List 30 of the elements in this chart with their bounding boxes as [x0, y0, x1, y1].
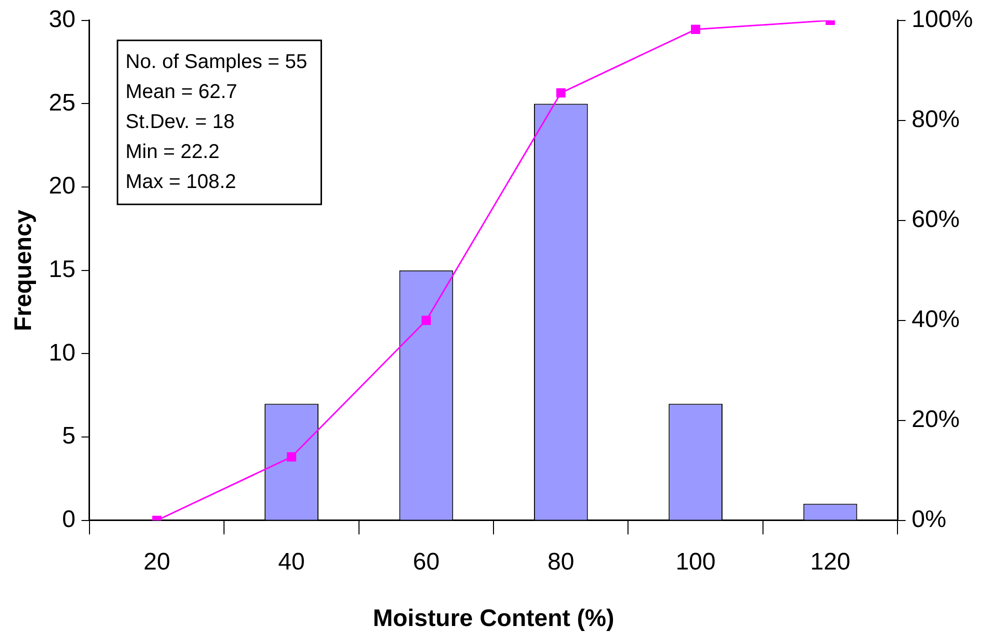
y2-tick-label: 0%	[912, 506, 946, 534]
point	[556, 88, 566, 98]
point	[690, 24, 700, 34]
x-tick-label: 40	[278, 548, 305, 576]
x-tick-label: 100	[676, 548, 716, 576]
x-tick-label: 120	[810, 548, 850, 576]
y-tick-label: 30	[48, 6, 76, 34]
x-axis-title: Moisture Content (%)	[372, 605, 614, 632]
y2-tick-label: 60%	[912, 206, 960, 234]
y2-tick-label: 40%	[912, 306, 960, 334]
annotation: Max = 108.2	[125, 170, 236, 193]
y-tick-label: 15	[48, 256, 76, 284]
x-tick-label: 80	[548, 548, 574, 576]
y2-tick-label: 100%	[912, 6, 974, 34]
x-tick-label: 60	[412, 548, 440, 576]
x-tick-label: 20	[143, 548, 170, 576]
y-tick-label: 20	[48, 172, 76, 200]
y-tick-label: 0	[62, 506, 76, 534]
annotation: St.Dev. = 18	[125, 110, 235, 133]
annotation: No. of Samples = 55	[125, 50, 308, 73]
point	[422, 316, 431, 326]
y-axis-title: Frequency	[10, 209, 38, 332]
y2-tick-label: 80%	[912, 106, 960, 134]
y2-tick-label: 20%	[912, 406, 960, 434]
y-tick-label: 5	[62, 422, 76, 450]
y-tick-label: 25	[48, 89, 76, 116]
annotation: Min = 22.2	[125, 140, 220, 163]
annotation: Mean = 62.7	[125, 80, 238, 103]
point	[286, 452, 296, 462]
y-tick-label: 10	[48, 339, 76, 366]
